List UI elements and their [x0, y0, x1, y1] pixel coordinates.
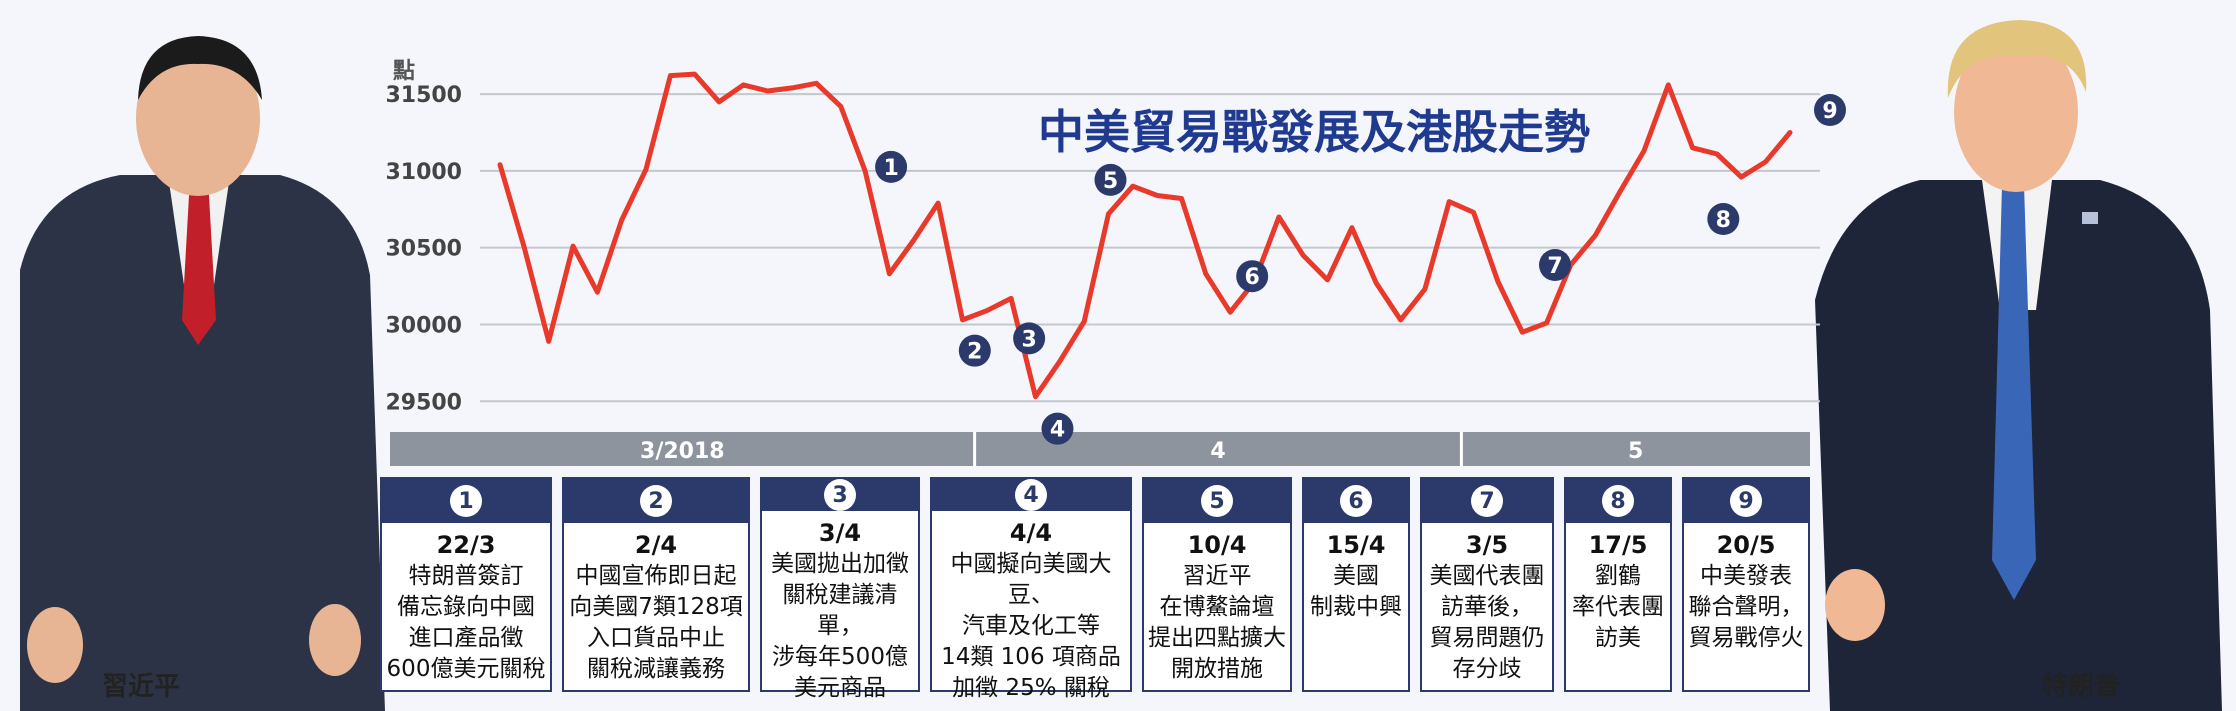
event-card-9: 9 20/5 中美發表 聯合聲明， 貿易戰停火 [1682, 477, 1810, 692]
event-number: 4 [1015, 479, 1047, 511]
event-description: 美國代表團 訪華後， 貿易問題仍 存分歧 [1429, 563, 1545, 682]
left-person-name: 習近平 [102, 672, 181, 702]
series-line [497, 71, 1793, 400]
month-label: 3/2018 [640, 439, 725, 464]
event-marker-9 [1814, 94, 1846, 126]
event-date: 20/5 [1716, 531, 1776, 559]
event-marker-label: 8 [1716, 208, 1731, 233]
event-date: 22/3 [436, 531, 496, 559]
y-axis-label: 點 [393, 59, 415, 84]
event-marker-label: 3 [1021, 327, 1036, 352]
event-description: 中美發表 聯合聲明， 貿易戰停火 [1688, 563, 1804, 651]
event-date: 17/5 [1588, 531, 1648, 559]
y-tick-label: 31500 [385, 83, 462, 108]
event-description: 中國擬向美國大豆、 汽車及化工等 14類 106 項商品 加徵 25% 關稅 [941, 551, 1121, 701]
month-label: 4 [1210, 439, 1225, 464]
event-description: 習近平 在博鰲論壇 提出四點擴大 開放措施 [1148, 563, 1286, 682]
event-number: 9 [1730, 485, 1762, 517]
event-marker-4 [1041, 412, 1074, 445]
event-markers: 1 2 3 4 5 6 7 8 9 [875, 94, 1846, 445]
event-card-1: 1 22/3 特朗普簽訂 備忘錄向中國 進口產品徵 600億美元關稅 [380, 477, 552, 692]
event-marker-5 [1094, 163, 1127, 196]
left-person-photo [20, 36, 385, 711]
event-description: 中國宣佈即日起 向美國7類128項 入口貨品中止 關稅減讓義務 [569, 563, 743, 682]
event-date: 3/5 [1465, 531, 1509, 559]
event-card-7: 7 3/5 美國代表團 訪華後， 貿易問題仍 存分歧 [1420, 477, 1554, 692]
event-number: 3 [824, 479, 856, 511]
event-description: 美國拋出加徵 關稅建議清單， 涉每年500億 美元商品 [771, 551, 909, 701]
event-marker-8 [1707, 203, 1740, 236]
chart-title: 中美貿易戰發展及港股走勢 [1038, 105, 1590, 159]
event-description: 特朗普簽訂 備忘錄向中國 進口產品徵 600億美元關稅 [386, 563, 546, 682]
event-marker-7 [1539, 249, 1571, 281]
event-marker-1 [875, 150, 908, 183]
month-band: 3/2018 4 5 [390, 432, 1810, 466]
event-date: 4/4 [1009, 519, 1053, 547]
event-marker-label: 4 [1050, 418, 1065, 443]
y-tick-label: 29500 [385, 390, 462, 415]
event-card-5: 5 10/4 習近平 在博鰲論壇 提出四點擴大 開放措施 [1142, 477, 1292, 692]
event-marker-2 [958, 334, 991, 367]
event-date: 10/4 [1187, 531, 1247, 559]
event-date: 2/4 [634, 531, 678, 559]
y-tick-label: 30000 [385, 313, 462, 338]
event-number: 6 [1340, 485, 1372, 517]
event-marker-label: 9 [1822, 99, 1837, 124]
event-card-2: 2 2/4 中國宣佈即日起 向美國7類128項 入口貨品中止 關稅減讓義務 [562, 477, 750, 692]
event-timeline: 1 22/3 特朗普簽訂 備忘錄向中國 進口產品徵 600億美元關稅 2 2/4… [380, 477, 1810, 701]
event-description: 劉鶴 率代表團 訪美 [1572, 563, 1664, 651]
right-person-name: 特朗普 [2042, 672, 2121, 702]
gridlines [480, 93, 1820, 403]
event-number: 1 [450, 485, 482, 517]
event-marker-label: 2 [967, 340, 982, 365]
event-card-8: 8 17/5 劉鶴 率代表團 訪美 [1564, 477, 1672, 692]
event-description: 美國 制裁中興 [1310, 563, 1402, 620]
y-tick-label: 31000 [385, 160, 462, 185]
event-number: 5 [1201, 485, 1233, 517]
event-card-3: 3 3/4 美國拋出加徵 關稅建議清單， 涉每年500億 美元商品 [760, 477, 920, 701]
event-marker-label: 1 [883, 156, 898, 181]
event-number: 8 [1602, 485, 1634, 517]
event-marker-label: 6 [1245, 265, 1260, 290]
event-number: 2 [640, 485, 672, 517]
y-tick-label: 30500 [385, 237, 462, 262]
event-date: 3/4 [818, 519, 862, 547]
right-person-photo [1815, 20, 2222, 711]
event-date: 15/4 [1326, 531, 1386, 559]
event-card-6: 6 15/4 美國 制裁中興 [1302, 477, 1410, 692]
event-number: 7 [1471, 485, 1503, 517]
event-card-4: 4 4/4 中國擬向美國大豆、 汽車及化工等 14類 106 項商品 加徵 25… [930, 477, 1132, 701]
month-label: 5 [1628, 439, 1643, 464]
event-marker-3 [1013, 322, 1046, 355]
event-marker-label: 5 [1103, 169, 1118, 194]
y-axis: 29500 30000 30500 31000 31500 [385, 83, 462, 415]
event-marker-6 [1236, 260, 1269, 293]
event-marker-label: 7 [1547, 254, 1562, 279]
month-band-bar [390, 432, 1810, 466]
index-line [497, 71, 1793, 400]
